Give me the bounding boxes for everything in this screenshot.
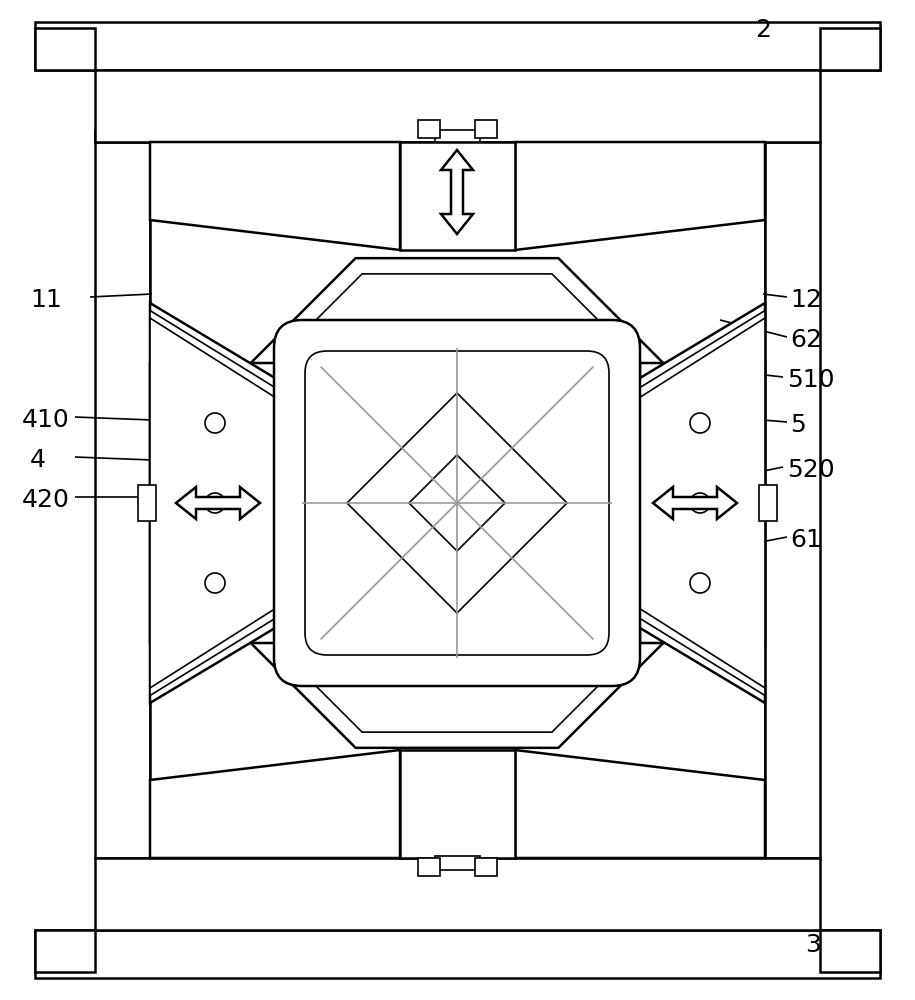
Text: 4: 4 [30,448,46,472]
Text: 520: 520 [787,458,834,482]
Bar [418,858,440,876]
Polygon shape [515,363,765,643]
Polygon shape [515,413,640,593]
Bar [475,120,497,138]
Text: 12: 12 [790,288,822,312]
Bar [820,930,880,972]
Polygon shape [150,363,400,643]
FancyBboxPatch shape [274,320,640,686]
Bar [435,130,480,142]
Text: 420: 420 [22,488,70,512]
Bar [138,485,156,521]
Bar [418,120,440,138]
Text: 510: 510 [787,368,834,392]
Bar [35,930,95,972]
Text: 61: 61 [790,528,822,552]
Text: 3: 3 [805,933,821,957]
Bar [95,858,820,930]
Polygon shape [150,303,400,703]
Bar [435,856,480,870]
Text: 5: 5 [790,413,806,437]
Text: 410: 410 [22,408,70,432]
Bar [475,858,497,876]
Polygon shape [530,310,765,696]
Polygon shape [176,487,260,519]
Polygon shape [150,750,400,858]
Polygon shape [150,310,385,696]
Polygon shape [545,318,765,688]
Text: 2: 2 [755,18,771,42]
Bar [820,28,880,70]
Bar [400,750,515,858]
Bar [35,28,95,70]
Polygon shape [212,258,702,748]
Polygon shape [441,150,473,234]
Polygon shape [515,750,765,858]
Polygon shape [150,318,370,688]
Text: 62: 62 [790,328,822,352]
Bar [35,930,880,978]
Polygon shape [275,413,400,593]
Polygon shape [653,487,737,519]
Bar [765,142,820,858]
Bar [759,485,777,521]
Text: 11: 11 [30,288,61,312]
Bar [95,142,150,858]
Bar [400,142,515,250]
Polygon shape [515,303,765,703]
Polygon shape [150,142,400,250]
Polygon shape [515,142,765,250]
Bar [95,70,820,142]
Bar [35,22,880,70]
